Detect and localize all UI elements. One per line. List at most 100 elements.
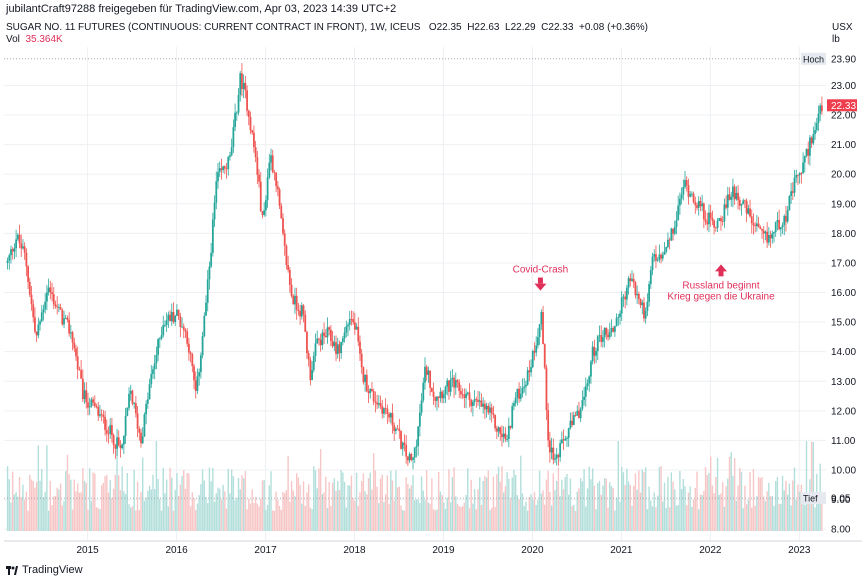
volume-bar [621,466,623,531]
volume-value: 35.364K [25,34,63,45]
candle-body [757,223,760,227]
volume-bar [732,475,734,531]
volume-bar [590,479,592,531]
grid-layer [4,47,826,541]
volume-bar [537,499,539,531]
candle-body [434,396,437,401]
candle-body [790,191,792,197]
volume-bar [764,501,767,531]
candle-body [206,279,209,303]
candle-body [319,339,322,346]
candle-body [264,200,267,211]
candle-body [521,388,524,394]
volume-bar [292,490,294,531]
volume-bar [34,487,36,531]
volume-bar [496,474,498,531]
volume-bar [366,494,368,531]
tradingview-logo[interactable]: TradingView [6,564,83,576]
volume-bar [716,457,719,531]
annotation-label: Russland beginnt [682,280,759,291]
candle-body [574,415,577,416]
candle-body [641,302,644,306]
candle-body [602,337,604,342]
volume-bar [256,503,259,531]
volume-layer [6,441,823,531]
volume-bar [463,502,466,531]
y-axis: 8.00 9.00 10.00 11.00 12.00 13.00 14.00 15.00 16… [831,81,856,536]
candle-body [140,432,142,444]
chart-canvas[interactable]: Hoch 23.90 Tief 9.05 22.33 Covid-Crash Russla… [0,0,864,560]
candle-body [56,306,59,308]
candle-body [35,331,38,336]
volume-bar [655,507,657,531]
volume-bar [304,505,306,531]
candle-body [174,315,177,323]
volume-bar [552,473,555,531]
volume-bar [583,469,585,531]
candle-body [788,196,791,211]
volume-bar [13,494,16,531]
volume-bar [602,485,604,531]
arrow-up-icon [718,270,724,277]
volume-bar [234,500,236,531]
volume-bar [153,489,156,531]
candle-body [648,284,651,302]
volume-bar [265,509,267,531]
volume-bar [804,504,806,531]
candle-body [232,127,235,148]
candle-body [716,220,719,228]
volume-bar [653,492,655,531]
candle-body [218,168,221,173]
volume-bar [124,493,127,531]
candle-body [6,260,9,263]
volume-bar [343,481,346,531]
candle-body [795,174,798,178]
volume-bar [142,457,144,531]
volume-bar [270,471,272,531]
candle-body [791,191,794,193]
candle-body [513,403,515,407]
candle-body [333,342,336,347]
candle-body [329,329,332,341]
volume-bar [386,475,389,531]
volume-bar [650,500,652,531]
candle-body [725,204,727,208]
volume-bar [821,498,823,531]
candle-body [590,361,592,377]
volume-bar [116,443,118,531]
volume-bar [140,491,142,531]
volume-bar [280,509,282,531]
candle-body [637,293,640,300]
candle-body [489,407,491,413]
marker-badge [801,52,826,65]
candle-body [803,156,806,163]
candle-body [778,219,781,230]
candle-body [471,401,474,407]
last-price-value: 22.33 [831,101,856,112]
volume-bar [162,467,164,531]
volume-bar [550,505,553,531]
candle-body [312,355,315,370]
candle-body [814,130,816,135]
candle-body [690,193,693,195]
volume-bar [337,481,339,531]
candle-body [143,414,146,437]
low-label: L [505,22,511,33]
candle-body [511,406,514,428]
candle-body [37,324,40,336]
volume-bar [254,496,257,531]
candle-body [87,402,89,408]
volume-bar [444,508,447,531]
volume-bar [402,510,404,531]
candle-body [631,278,633,282]
volume-bar [313,466,315,531]
volume-bar [480,505,483,531]
candle-body [477,399,479,402]
volume-bar [242,478,245,531]
candle-body [732,186,734,197]
volume-bar [419,502,421,531]
open-value: 22.35 [436,22,462,33]
volume-bar [479,477,481,531]
volume-bar [754,505,756,531]
symbol-title[interactable]: SUGAR NO. 11 FUTURES (CONTINUOUS: CURREN… [6,22,421,33]
